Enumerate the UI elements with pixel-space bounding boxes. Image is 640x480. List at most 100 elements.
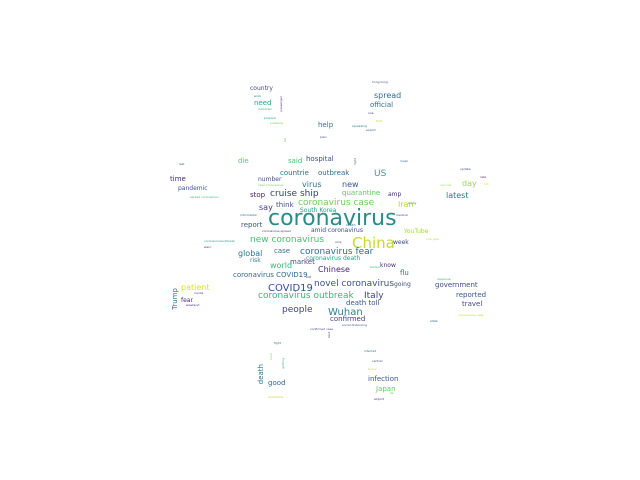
word-coronavirus-case: coronavirus case xyxy=(298,198,375,208)
word-coronavirus: coronavirus xyxy=(268,206,397,231)
word-covid19: COVID19 xyxy=(268,283,313,294)
word-small: rate xyxy=(480,175,487,179)
word-small: confirmed case xyxy=(310,327,333,331)
word-government: government xyxy=(435,281,478,289)
word-small: health xyxy=(346,223,356,227)
word-new: new xyxy=(342,180,359,189)
word-small: medical xyxy=(396,213,408,217)
word-small: case coronavirus xyxy=(258,183,284,187)
word-small: tested xyxy=(370,265,380,269)
word-novel-coronavirus: novel coronavirus xyxy=(314,279,395,289)
word-patient: patient xyxy=(181,283,210,292)
word-small: right xyxy=(353,158,357,166)
word-small: state xyxy=(430,319,438,323)
word-small: first xyxy=(376,119,382,123)
word-global: global xyxy=(238,249,263,258)
word-small: bill xyxy=(484,182,489,186)
word-small: information xyxy=(240,213,258,217)
word-iran: Iran xyxy=(398,200,414,209)
word-small: coronavirus case xyxy=(458,313,484,317)
word-small: work xyxy=(254,94,262,98)
word-small: spreading xyxy=(352,124,367,128)
word-small: passenger xyxy=(279,96,283,112)
word-time: time xyxy=(170,175,186,183)
word-small: infected xyxy=(364,349,377,353)
word-small: today xyxy=(368,367,377,371)
word-new-coronavirus: new coronavirus xyxy=(250,235,325,245)
word-small: test xyxy=(327,332,331,338)
word-said: said xyxy=(288,157,303,165)
word-countrie: countrie xyxy=(280,169,309,177)
word-quarantine: quarantine xyxy=(342,189,381,197)
word-small: fight xyxy=(274,341,281,345)
word-good: good xyxy=(268,379,286,387)
word-know: know xyxy=(380,262,396,269)
word-case: case xyxy=(274,247,291,255)
word-small: prepare xyxy=(264,116,276,120)
word-world: world xyxy=(270,261,293,270)
word-coronavirus-outbreak: coronavirus outbreak xyxy=(258,291,354,301)
word-fear: fear xyxy=(181,297,193,304)
word-day: day xyxy=(462,179,477,188)
word-small: central xyxy=(372,359,383,363)
word-japan: Japan xyxy=(376,385,396,393)
word-amid-coronavirus: amid coronavirus xyxy=(311,227,363,234)
word-small: update xyxy=(460,167,471,171)
word-small: weekend xyxy=(186,303,200,307)
word-think: think xyxy=(276,201,294,209)
word-small: coronavirusoutbreak xyxy=(204,239,235,243)
word-outbreak: outbreak xyxy=(318,169,350,177)
word-die: die xyxy=(238,157,249,165)
word-small: plan xyxy=(320,135,327,139)
word-trump: Trump xyxy=(171,288,179,310)
word-small: one xyxy=(368,111,374,115)
word-need: need xyxy=(254,99,272,107)
word-us: US xyxy=(374,169,387,179)
word-stop: stop xyxy=(250,191,266,199)
word-cruise-ship: cruise ship xyxy=(270,189,319,199)
word-going: going xyxy=(394,281,411,288)
word-small: hong kong xyxy=(372,80,388,84)
word-small: worldwide xyxy=(268,395,284,399)
word-small: pressure xyxy=(270,121,283,125)
word-small: getting xyxy=(281,358,285,369)
word-small: vaccine xyxy=(440,183,452,187)
word-amp: amp xyxy=(388,191,402,198)
word-wuhan: Wuhan xyxy=(328,307,363,318)
word-small: let xyxy=(283,138,287,142)
word-official: official xyxy=(370,101,394,109)
word-small: many xyxy=(408,201,417,205)
word-risk: risk xyxy=(250,257,261,264)
word-flu: flu xyxy=(400,269,409,277)
word-people: people xyxy=(282,305,313,315)
word-country: country xyxy=(250,85,273,92)
word-infection: infection xyxy=(368,375,399,383)
word-help: help xyxy=(318,121,334,129)
word-small: airport xyxy=(374,397,385,401)
word-china: China xyxy=(352,234,395,252)
word-coronavirus-covid19: coronavirus COVID19 xyxy=(233,271,308,279)
word-small: back xyxy=(269,353,273,361)
word-small: lie xyxy=(390,391,394,395)
word-reported: reported xyxy=(456,291,487,299)
word-confirmed: confirmed xyxy=(330,315,366,323)
word-small: spread coronavirus xyxy=(190,195,219,199)
word-spread: spread xyxy=(374,91,402,100)
word-small: coronavirus spread xyxy=(262,229,291,233)
word-market: market xyxy=(290,258,315,266)
word-coronavirus-death: coronavirus death xyxy=(306,255,361,262)
word-small: still xyxy=(306,275,312,279)
word-death-toll: death toll xyxy=(346,299,380,307)
word-hospital: hospital xyxy=(306,155,334,163)
word-chinese: Chinese xyxy=(318,265,350,274)
word-small: lockdown xyxy=(258,107,273,111)
word-say: say xyxy=(259,203,273,212)
word-report: report xyxy=(241,221,263,229)
word-latest: latest xyxy=(446,191,469,200)
word-small: social distancing xyxy=(342,323,368,327)
word-travel: travel xyxy=(462,300,483,308)
word-week: week xyxy=(393,239,409,246)
word-south-korea: South Korea xyxy=(300,207,337,214)
word-death: death xyxy=(257,364,265,385)
